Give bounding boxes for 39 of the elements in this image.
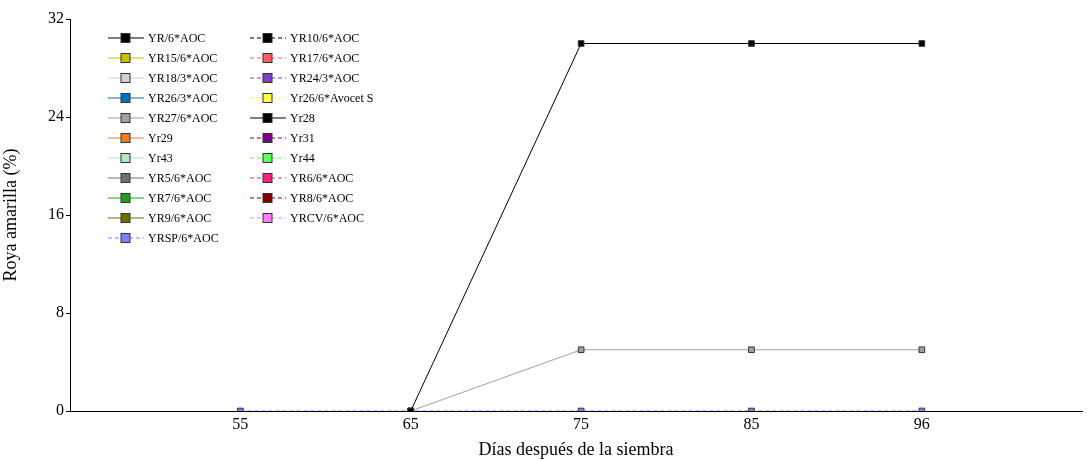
legend-label: YR/6*AOC: [148, 30, 206, 46]
legend-label: YR17/6*AOC: [290, 50, 360, 66]
legend-label: Yr43: [148, 150, 173, 166]
point: [748, 346, 755, 354]
point: [577, 40, 585, 47]
legend-label: Yr29: [148, 130, 173, 146]
legend-label: YR24/3*AOC: [290, 70, 360, 86]
legend-label: Yr26/6*Avocet S: [290, 90, 374, 106]
legend-label: YR10/6*AOC: [290, 30, 360, 46]
x-tick-label: 85: [743, 414, 760, 432]
legend-label: YR7/6*AOC: [148, 190, 212, 206]
legend-label: YR9/6*AOC: [148, 210, 212, 226]
point: [748, 40, 755, 47]
x-tick-label: 65: [402, 414, 419, 432]
y-tick-label: 8: [56, 303, 64, 321]
legend-label: YR27/6*AOC: [148, 110, 218, 126]
point: [918, 346, 926, 354]
legend-label: Yr44: [290, 150, 315, 166]
legend-label: Yr31: [290, 130, 315, 146]
point: [918, 40, 926, 47]
legend-label: YRSP/6*AOC: [148, 230, 219, 246]
y-tick-label: 0: [56, 401, 64, 419]
y-tick-label: 24: [48, 107, 64, 125]
y-axis-title: Roya amarilla (%): [0, 148, 21, 282]
legend-label: YR26/3*AOC: [148, 90, 218, 106]
y-tick-label: 16: [48, 205, 64, 223]
x-tick-label: 75: [573, 414, 590, 432]
legend-label: YR15/6*AOC: [148, 50, 218, 66]
point: [577, 346, 585, 354]
x-tick-label: 55: [232, 414, 249, 432]
legend-label: Yr28: [290, 110, 315, 126]
legend-label: YR18/3*AOC: [148, 70, 218, 86]
legend-label: YR8/6*AOC: [290, 190, 354, 206]
legend-label: YR5/6*AOC: [148, 170, 212, 186]
legend-label: YRCV/6*AOC: [290, 210, 365, 226]
x-tick-label: 96: [913, 414, 930, 432]
y-tick-label: 32: [48, 9, 64, 27]
x-axis-title: Días después de la siembra: [478, 438, 674, 459]
legend-label: YR6/6*AOC: [290, 170, 354, 186]
